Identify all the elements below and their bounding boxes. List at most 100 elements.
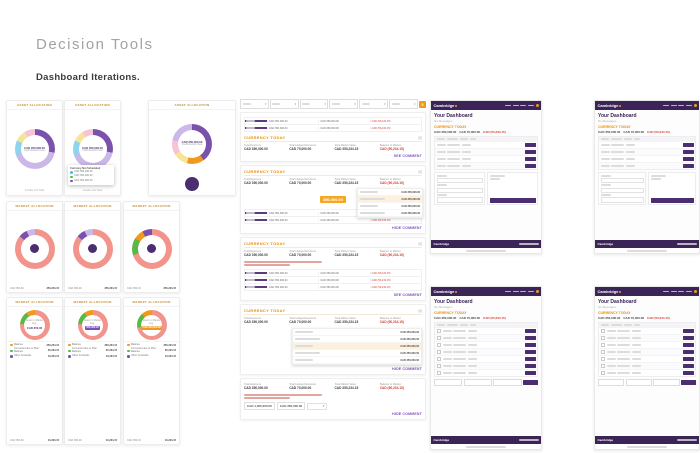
comment-toggle-link[interactable]: SEE COMMENT <box>393 293 422 297</box>
checkbox[interactable] <box>436 349 441 355</box>
action-button[interactable] <box>524 329 536 333</box>
primary-button[interactable] <box>650 198 694 203</box>
text-input[interactable] <box>493 379 522 386</box>
checkbox[interactable] <box>436 370 441 376</box>
dropdown-item[interactable]: CAD 350,000.00 <box>358 196 422 203</box>
checkbox[interactable] <box>436 335 441 341</box>
action-button[interactable] <box>524 143 536 147</box>
report-panel[interactable]: CURRENCY TODAY ▤ Total Exposure CAD 350,000… <box>240 237 426 301</box>
action-button[interactable] <box>524 150 536 154</box>
action-button[interactable] <box>524 157 536 161</box>
text-input[interactable] <box>463 379 492 386</box>
legend-label: Other Forwards <box>72 354 90 358</box>
donut-card[interactable]: MARKET ALLOCATION Return to Market beg. 35… <box>64 297 121 445</box>
table-row <box>435 155 537 162</box>
legend-item: Converted due to Plan Balance 35,234.15 <box>127 347 176 354</box>
dropdown-item[interactable]: CAD 350,000.00 <box>358 189 422 196</box>
text-input[interactable] <box>598 379 625 386</box>
filter-select[interactable]: ▾ <box>359 99 389 109</box>
donut-card[interactable]: MARKET ALLOCATION CAD 350,00 350,234.15 <box>123 201 180 293</box>
filter-select[interactable]: ▾ <box>299 99 329 109</box>
text-input[interactable] <box>600 197 644 203</box>
action-button[interactable] <box>682 329 694 333</box>
action-button[interactable] <box>524 371 536 375</box>
text-input[interactable] <box>436 187 483 194</box>
dropdown-item[interactable]: CAD 350,000.00 <box>292 329 421 336</box>
primary-button[interactable] <box>523 379 539 385</box>
report-panel[interactable]: CAD 350,000.00 CAD 350,000.00 CAD (50,234.… <box>240 112 426 162</box>
action-button[interactable] <box>682 143 694 147</box>
dropdown-item[interactable]: CAD 350,000.00 <box>292 343 421 350</box>
currency-select[interactable]: ▾ <box>307 402 328 410</box>
action-button[interactable] <box>524 336 536 340</box>
dropdown-item[interactable]: CAD 350,000.00 <box>292 357 421 364</box>
donut-card[interactable]: ASSET ALLOCATION CAD 350,000.00 Credit Amo… <box>64 100 121 196</box>
donut-card[interactable]: MARKET ALLOCATION CAD 350,00 350,234.15 <box>6 201 63 293</box>
action-button[interactable] <box>682 343 694 347</box>
action-button[interactable] <box>682 350 694 354</box>
dropdown-item[interactable]: CAD 350,000.00 <box>292 350 421 357</box>
dropdown-item[interactable]: CAD 350,000.00 <box>292 336 421 343</box>
comment-toggle-link[interactable]: HIDE COMMENT <box>392 226 422 230</box>
dropdown-value: CAD 350,000.00 <box>401 190 420 194</box>
checkbox[interactable] <box>600 335 605 341</box>
dropdown-item[interactable]: CAD 350,000.00 <box>358 203 422 210</box>
primary-button[interactable] <box>681 379 697 385</box>
text-input[interactable] <box>653 379 680 386</box>
action-button[interactable] <box>682 157 694 161</box>
donut-card[interactable]: MARKET ALLOCATION Return to Market beg. CA… <box>6 297 63 445</box>
checkbox[interactable] <box>600 349 605 355</box>
comment-toggle-link[interactable]: HIDE COMMENT <box>392 367 422 371</box>
action-button[interactable] <box>682 336 694 340</box>
checkbox[interactable] <box>436 363 441 369</box>
text-input[interactable] <box>600 187 644 194</box>
text-input[interactable] <box>436 177 483 184</box>
action-button[interactable] <box>682 371 694 375</box>
dashboard-thumbnail[interactable]: Cambridge Your Dashboard No Messages CURREN… <box>594 286 700 450</box>
action-button[interactable] <box>524 343 536 347</box>
checkbox[interactable] <box>600 342 605 348</box>
table-row <box>599 355 695 362</box>
donut-card[interactable]: MARKET ALLOCATION CAD 350,00 350,234.15 <box>64 201 121 293</box>
action-button[interactable] <box>524 357 536 361</box>
action-button[interactable] <box>524 364 536 368</box>
dashboard-thumbnail[interactable]: Cambridge Your Dashboard No Messages CURREN… <box>430 100 542 254</box>
filter-select[interactable]: ▾ <box>389 99 418 109</box>
dashboard-thumbnail[interactable]: Cambridge Your Dashboard No Messages CURREN… <box>594 100 700 254</box>
dashboard-thumbnail[interactable]: Cambridge Your Dashboard No Messages CURREN… <box>430 286 542 450</box>
donut-card[interactable]: MARKET ALLOCATION Return to Market beg. CA… <box>123 297 180 445</box>
primary-button[interactable] <box>489 198 536 203</box>
checkbox[interactable] <box>436 342 441 348</box>
checkbox[interactable] <box>600 356 605 362</box>
section-title: CURRENCY TODAY <box>244 308 286 313</box>
action-button[interactable] <box>682 357 694 361</box>
dropdown-item[interactable]: CAD 350,000.00 <box>358 210 422 217</box>
donut-card[interactable]: ASSET ALLOCATION CAD 350,000.00 Credit Amo… <box>6 100 63 196</box>
checkbox[interactable] <box>600 370 605 376</box>
action-button[interactable] <box>524 350 536 354</box>
filter-select[interactable]: ▾ <box>240 99 269 109</box>
report-panel[interactable]: CURRENCY TODAY ▤ Total Exposure CAD 350,000… <box>240 165 426 234</box>
action-button[interactable] <box>682 364 694 368</box>
donut-footer-right: 350,234.15 <box>163 287 176 290</box>
checkbox[interactable] <box>600 363 605 369</box>
checkbox[interactable] <box>436 356 441 362</box>
text-input[interactable] <box>600 177 644 184</box>
action-button[interactable] <box>682 150 694 154</box>
comment-toggle-link[interactable]: HIDE COMMENT <box>392 412 422 416</box>
report-panel[interactable]: Total Exposure CAD 350,000.00 Total Hedged… <box>240 378 426 420</box>
checkbox[interactable] <box>436 328 441 334</box>
filter-select[interactable]: ▾ <box>329 99 359 109</box>
table-row <box>435 341 537 348</box>
action-button[interactable] <box>524 164 536 168</box>
donut-card[interactable]: ASSET ALLOCATION CAD 350,000.00 Credit Amo… <box>148 100 236 196</box>
donut-legend: Balance 350,234.15 Converted due to Plan B… <box>7 341 62 360</box>
text-input[interactable] <box>434 379 463 386</box>
action-button[interactable] <box>682 164 694 168</box>
checkbox[interactable] <box>600 328 605 334</box>
filter-select[interactable]: ▾ <box>269 99 299 109</box>
text-input[interactable] <box>625 379 652 386</box>
text-input[interactable] <box>436 197 483 203</box>
comment-toggle-link[interactable]: SEE COMMENT <box>393 154 422 158</box>
report-panel[interactable]: CURRENCY TODAY ▤ Total Exposure CAD 350,000… <box>240 304 426 375</box>
